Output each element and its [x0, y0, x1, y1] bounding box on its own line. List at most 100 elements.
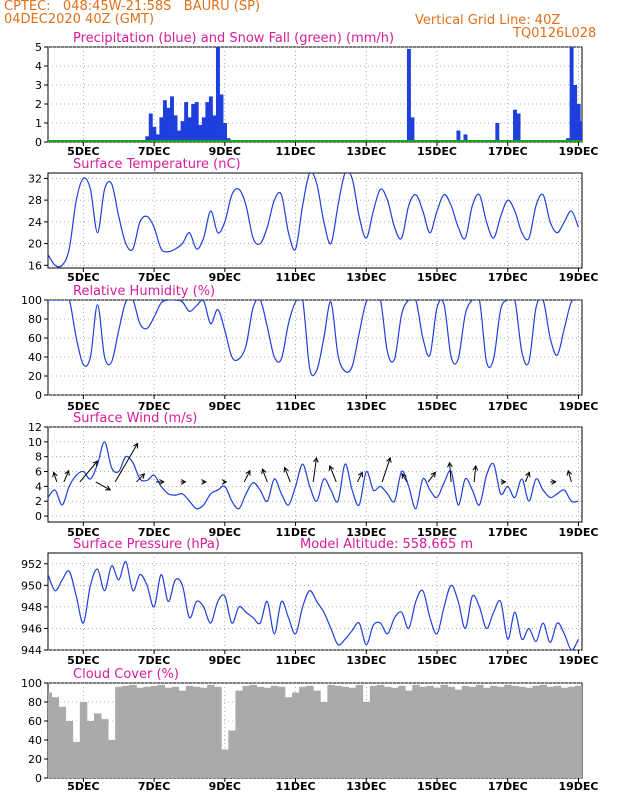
plot-frame: [47, 46, 583, 143]
x-tick-label: 17DEC: [488, 654, 528, 667]
bar: [292, 692, 300, 778]
wind-arrow-head: [245, 469, 251, 476]
plot-body: [48, 173, 580, 268]
wind-arrow-head: [52, 471, 58, 478]
bar: [576, 104, 581, 142]
x-tick-label: 19DEC: [558, 400, 598, 413]
y-tick-label: 60: [28, 332, 42, 345]
x-tick-label: 9DEC: [209, 654, 241, 667]
y-tick-label: 2: [35, 495, 42, 508]
wind-arrow-head: [133, 442, 139, 449]
wind-arrow-head: [159, 479, 165, 485]
bar: [327, 684, 335, 778]
wind-arrow-head: [525, 471, 531, 478]
wind-arrow: [136, 473, 145, 483]
plot-frame: [47, 172, 583, 269]
bar: [391, 687, 399, 778]
y-tick-label: 12: [28, 421, 42, 434]
bar: [79, 702, 88, 778]
bar: [306, 685, 314, 778]
bar: [383, 686, 392, 778]
bar: [454, 689, 463, 778]
x-tick-label: 19DEC: [558, 271, 598, 284]
y-tick-label: 40: [28, 351, 42, 364]
x-tick-label: 17DEC: [488, 400, 528, 413]
x-tick-label: 9DEC: [209, 780, 241, 793]
x-tick-label: 17DEC: [488, 780, 528, 793]
x-tick-label: 11DEC: [276, 654, 316, 667]
wind-arrow-head: [313, 456, 319, 463]
x-tick-label: 7DEC: [138, 400, 170, 413]
y-tick-label: 80: [28, 696, 42, 709]
bar: [228, 730, 236, 778]
wind-arrow: [63, 470, 70, 483]
x-tick-label: 19DEC: [558, 145, 598, 158]
y-tick-label: 3: [35, 79, 42, 92]
bar: [376, 684, 385, 778]
header-run-date: 04DEC2020 40Z (GMT): [4, 12, 155, 27]
plot-frame: [47, 552, 583, 651]
x-tick-label: 7DEC: [138, 271, 170, 284]
bar: [223, 123, 227, 142]
bar: [152, 126, 157, 142]
plot-body: [48, 300, 579, 377]
y-tick-label: 16: [28, 259, 42, 272]
x-tick-label: 5DEC: [67, 526, 99, 539]
bar: [214, 686, 222, 778]
y-tick-label: 100: [21, 294, 42, 307]
x-tick-label: 13DEC: [346, 526, 386, 539]
x-tick-label: 5DEC: [67, 780, 99, 793]
panel-4: 944 946 948 950 952 5DEC 7DEC 9DEC 11DEC 13DEC 15D…: [21, 537, 598, 667]
wind-arrow: [312, 457, 317, 482]
bar: [101, 719, 109, 778]
bar: [58, 706, 67, 778]
bar: [219, 94, 224, 142]
plot-frame: [47, 426, 583, 523]
panel-3: 0 2 46 8 10 12 5DEC 7DEC 9DEC 11DEC 13DEC 15DEC 17DE…: [28, 411, 598, 539]
bar: [166, 107, 171, 142]
panel-title: Surface Pressure (hPa): [73, 537, 220, 552]
bar: [355, 684, 364, 778]
y-tick-label: 2: [35, 98, 42, 111]
bar: [171, 686, 180, 778]
wind-arrow: [95, 481, 111, 491]
panel-title: Relative Humidity (%): [73, 284, 215, 299]
bar: [187, 117, 192, 142]
wind-arrow-head: [64, 469, 70, 476]
x-tick-label: 13DEC: [346, 780, 386, 793]
bar: [263, 687, 272, 778]
wind-arrow-head: [328, 464, 334, 471]
bar: [426, 685, 434, 778]
bar: [539, 684, 548, 778]
panel-title: Surface Wind (m/s): [73, 411, 197, 426]
bar: [129, 684, 137, 778]
y-tick-label: 100: [21, 677, 42, 690]
bar: [405, 690, 413, 778]
x-tick-label: 15DEC: [417, 526, 457, 539]
panel-0: 0 1 2 3 4 5 5DEC 7DEC 9DEC 11DEC 13DEC 15DEC 17DEC 19…: [35, 31, 598, 158]
wind-arrow: [53, 472, 58, 483]
wind-arrow: [261, 468, 268, 483]
bar: [145, 136, 150, 142]
bar: [108, 740, 116, 778]
x-tick-label: 7DEC: [138, 654, 170, 667]
y-tick-label: 952: [21, 558, 42, 571]
bar: [136, 687, 144, 778]
header-location: CPTEC: 048:45W-21:58S BAURU (SP): [4, 0, 261, 14]
bar: [341, 686, 349, 778]
plot-body: [48, 47, 582, 142]
bar: [208, 96, 213, 142]
bar: [398, 685, 406, 778]
bar: [122, 685, 130, 778]
header-model: TQ0126L028: [513, 26, 597, 41]
series-line: [48, 561, 579, 650]
wind-arrow-head: [92, 460, 99, 467]
plot-body: [48, 561, 579, 650]
x-tick-label: 19DEC: [558, 780, 598, 793]
x-tick-label: 13DEC: [346, 145, 386, 158]
bar: [51, 697, 60, 778]
y-tick-label: 32: [28, 172, 42, 185]
bar: [180, 121, 185, 142]
x-tick-label: 11DEC: [276, 400, 316, 413]
wind-arrow-head: [386, 456, 392, 463]
